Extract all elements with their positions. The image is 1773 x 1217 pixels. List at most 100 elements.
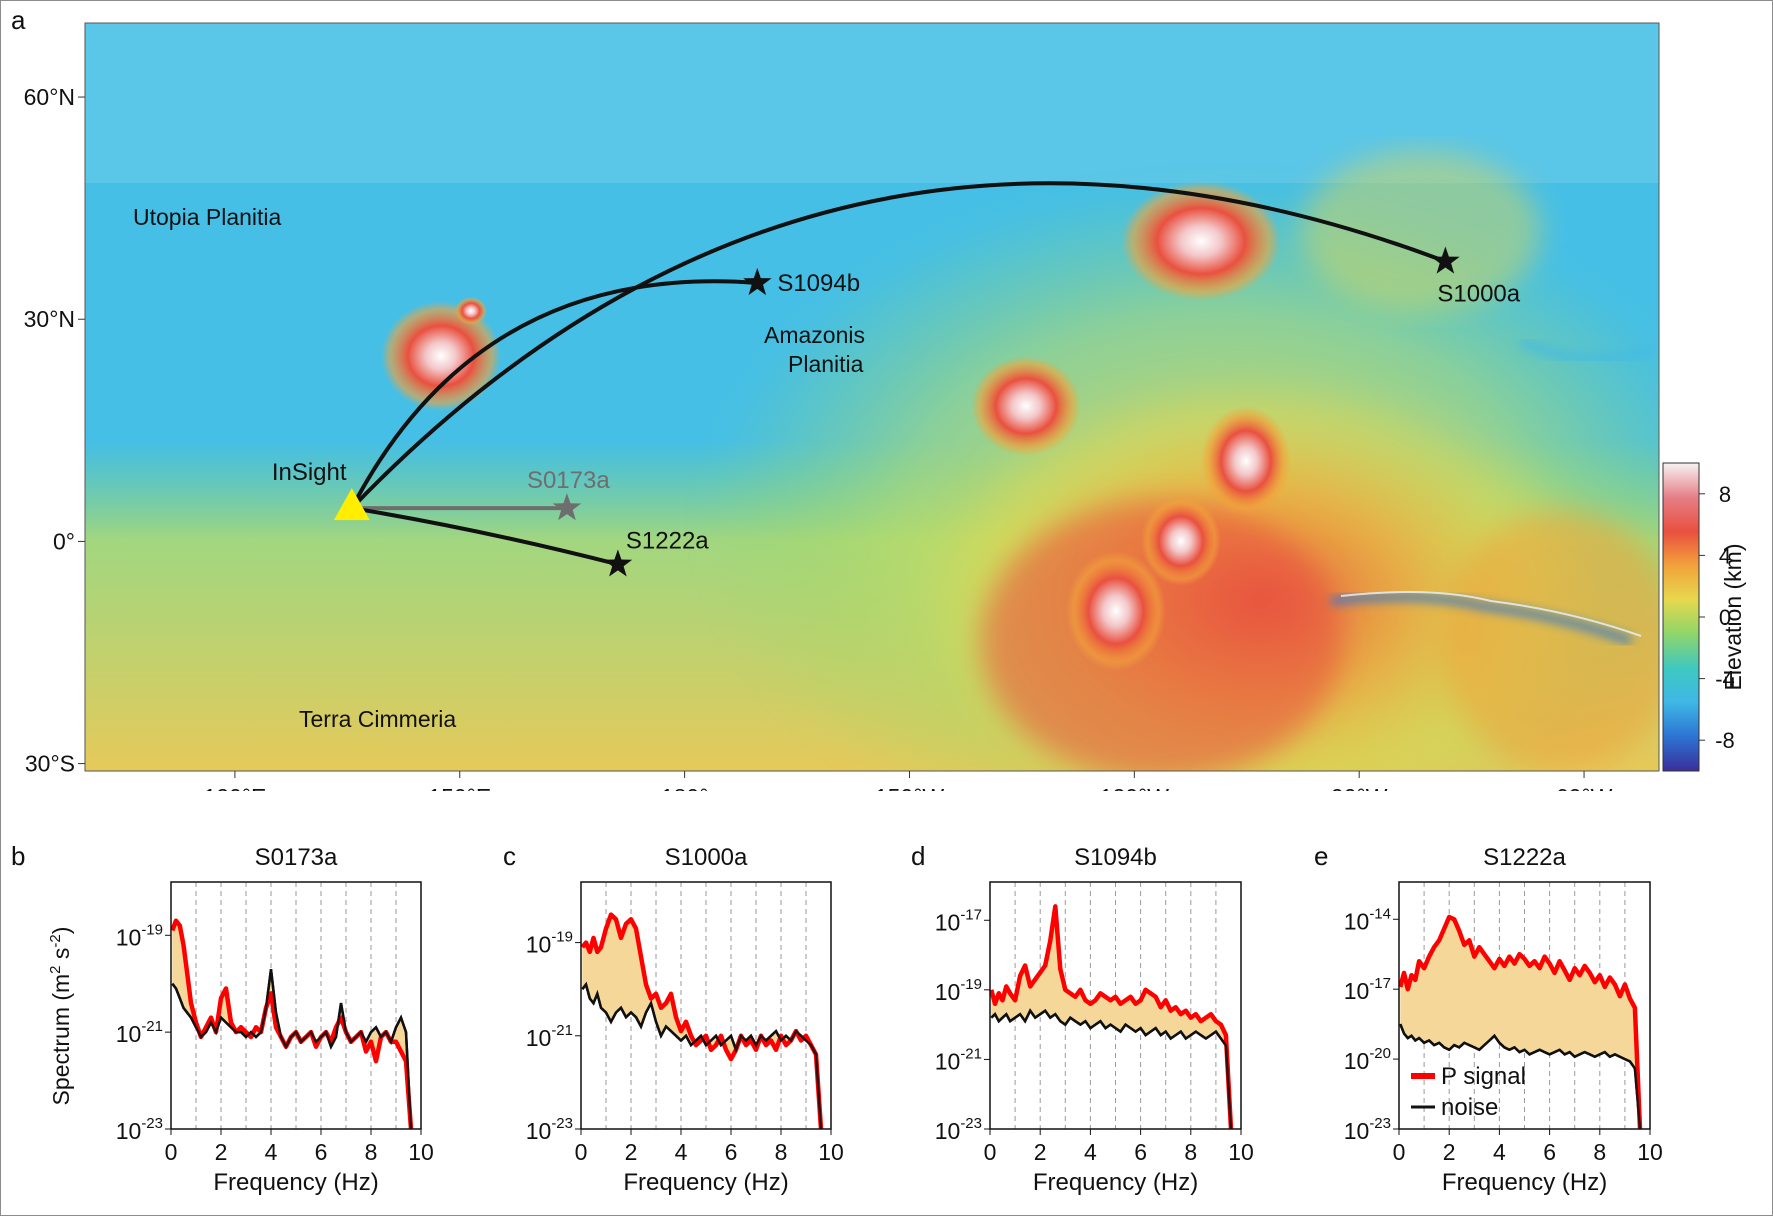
x-axis-label: Frequency (Hz) (213, 1169, 378, 1196)
colorbar-tick-label: 0 (1719, 605, 1731, 630)
x-tick-label: 0 (575, 1139, 588, 1165)
y-tick-label: 10-23 (1344, 1115, 1391, 1144)
plot-frame (1398, 881, 1651, 1130)
lon-tick-label: 180° (661, 784, 709, 791)
x-axis-label: Frequency (Hz) (623, 1169, 788, 1196)
x-tick-label: 8 (1593, 1139, 1606, 1165)
y-tick-label: 10-19 (116, 921, 163, 950)
event-label-s1000a: S1000a (1437, 280, 1520, 307)
noise-line (581, 981, 823, 1130)
elevation-colorbar: 8 4 0 -4 -8 Elevation (km) (1662, 462, 1746, 772)
x-tick-label: 6 (315, 1139, 328, 1165)
x-tick-label: 10 (408, 1139, 434, 1165)
event-label-s1094b: S1094b (777, 270, 860, 297)
x-tick-label: 8 (775, 1139, 788, 1165)
y-tick-label: 10-21 (935, 1045, 982, 1074)
event-label-s0173a: S0173a (527, 467, 610, 494)
panel-letter-c: c (503, 841, 516, 871)
colorbar-tick-label: 4 (1719, 543, 1731, 568)
x-tick-label: 0 (165, 1139, 178, 1165)
y-tick-label: 10-19 (935, 976, 982, 1005)
lon-tick-label: 90°W (1331, 784, 1388, 791)
x-tick-label: 4 (1084, 1139, 1097, 1165)
path-s1222a (351, 506, 619, 567)
x-axis-label: Frequency (Hz) (1442, 1169, 1607, 1196)
y-tick-label: 10-17 (935, 906, 982, 935)
panel-letter-a: a (11, 5, 26, 35)
x-tick-label: 6 (725, 1139, 738, 1165)
panel-letter-e: e (1314, 841, 1328, 871)
noise-line (990, 1008, 1233, 1130)
noise-line (171, 969, 413, 1130)
lon-tick-label: 60°W (1556, 784, 1613, 791)
lat-tick-label: 0° (53, 528, 75, 554)
y-tick-label: 10-23 (526, 1115, 573, 1144)
lat-tick-label: 30°N (24, 306, 75, 332)
label-amazonis: Amazonis (764, 322, 865, 348)
path-s1094b (350, 279, 758, 510)
event-markers: S0173a S1000a S1094b S1222a InSight (272, 246, 1521, 577)
y-tick-label: 10-23 (935, 1115, 982, 1144)
legend: P signal noise (1411, 1063, 1526, 1121)
spectrum-ylabel: Spectrum (m2 s-2) (47, 927, 74, 1106)
x-tick-label: 2 (1443, 1139, 1456, 1165)
event-star-s0173a (552, 493, 582, 521)
x-tick-label: 0 (1393, 1139, 1406, 1165)
event-star-s1222a (603, 549, 633, 577)
x-tick-label: 6 (1543, 1139, 1556, 1165)
x-tick-label: 4 (1493, 1139, 1506, 1165)
x-tick-label: 10 (818, 1139, 844, 1165)
lon-tick-label: 150°E (428, 784, 491, 791)
insight-label: InSight (272, 459, 347, 486)
x-tick-label: 4 (265, 1139, 278, 1165)
y-tick-label: 10-20 (1344, 1045, 1391, 1074)
noise-line-overlay (990, 1008, 1233, 1130)
plot-frame (989, 881, 1242, 1130)
noise-line-overlay (171, 969, 413, 1130)
panel-letter-b: b (11, 841, 25, 871)
map-axis-ticks: 120°E 150°E 180° 150°W 120°W 90°W 60°W 60°N 30°N… (24, 84, 1613, 791)
x-tick-label: 2 (1034, 1139, 1047, 1165)
elevation-basemap (85, 23, 1659, 771)
noise-line-overlay (1399, 1023, 1642, 1130)
plot-frame (580, 881, 832, 1130)
p-signal-line (1398, 914, 1643, 1130)
lat-tick-label: 60°N (24, 84, 75, 110)
path-s1000a (350, 181, 1447, 510)
y-tick-label: 10-17 (1344, 975, 1391, 1004)
x-tick-label: 6 (1134, 1139, 1147, 1165)
y-tick-label: 10-21 (526, 1022, 573, 1051)
event-paths (350, 181, 1447, 567)
spectrum-panel-d: d S1094b 0 2 4 6 8 10 Frequency (Hz) 10-17 10-19 10… (911, 841, 1254, 1196)
legend-label-noise: noise (1441, 1094, 1498, 1121)
x-tick-label: 2 (215, 1139, 228, 1165)
x-tick-label: 10 (1637, 1139, 1663, 1165)
spectral-fill (582, 914, 821, 1129)
y-tick-label: 10-23 (116, 1115, 163, 1144)
spectral-fill (1400, 917, 1640, 1129)
label-utopia-planitia: Utopia Planitia (133, 204, 282, 230)
x-tick-label: 4 (675, 1139, 688, 1165)
plot-frame (170, 881, 422, 1130)
x-tick-label: 8 (1184, 1139, 1197, 1165)
y-tick-label: 10-14 (1344, 905, 1391, 934)
x-tick-label: 10 (1228, 1139, 1254, 1165)
panel-title-b: S0173a (255, 844, 338, 871)
x-tick-label: 8 (365, 1139, 378, 1165)
region-labels: Utopia Planitia Amazonis Planitia Terra … (133, 204, 865, 732)
spectrum-panel-c: c S1000a 0 2 4 6 8 10 Frequency (Hz) 10-19 10-21 10… (503, 841, 844, 1196)
x-tick-label: 0 (984, 1139, 997, 1165)
insight-station-marker (333, 488, 370, 521)
panel-letter-d: d (911, 841, 925, 871)
event-label-s1222a: S1222a (626, 527, 709, 554)
spectrum-panel-b: b S0173a 0 2 4 6 8 10 Frequency (Hz) 10-19 10-21 10… (11, 841, 434, 1196)
spectral-fill (172, 920, 411, 1129)
lon-tick-label: 150°W (875, 784, 945, 791)
panel-title-c: S1000a (665, 844, 748, 871)
p-signal-line (989, 904, 1234, 1130)
legend-label-signal: P signal (1441, 1063, 1526, 1090)
map-panel: a 120°E 150°E 180° 150°W 120°W 90°W 60°W 60°N 30… (11, 5, 1746, 791)
y-tick-label: 10-21 (116, 1018, 163, 1047)
x-axis-label: Frequency (Hz) (1033, 1169, 1198, 1196)
